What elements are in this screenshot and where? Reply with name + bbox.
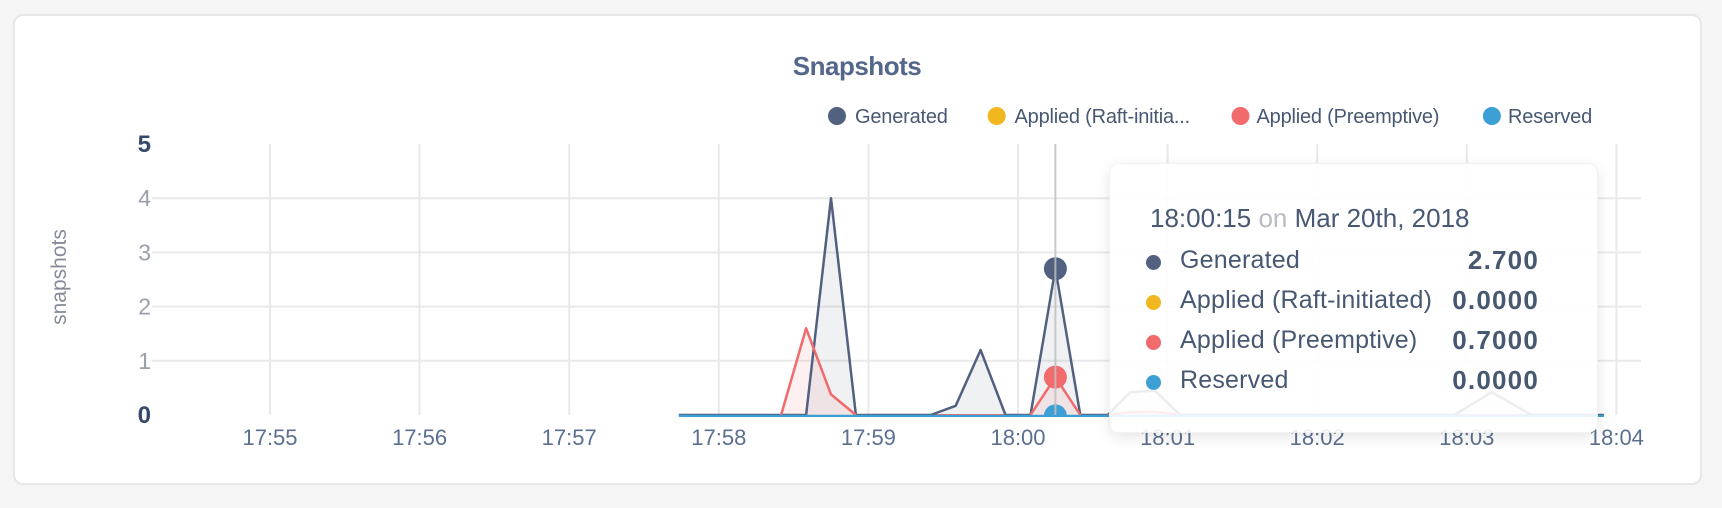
svg-text:Snapshots: Snapshots [793, 51, 921, 81]
svg-text:18:04: 18:04 [1589, 425, 1644, 450]
svg-text:17:55: 17:55 [242, 425, 297, 450]
svg-text:17:59: 17:59 [841, 425, 896, 450]
svg-text:1: 1 [138, 348, 151, 374]
svg-text:snapshots: snapshots [48, 229, 71, 325]
svg-text:3: 3 [138, 239, 151, 265]
svg-text:18:00: 18:00 [990, 425, 1045, 450]
svg-text:2: 2 [138, 294, 151, 320]
svg-text:Applied (Preemptive): Applied (Preemptive) [1257, 106, 1440, 128]
svg-text:0: 0 [138, 402, 151, 429]
svg-text:5: 5 [138, 131, 151, 158]
svg-text:17:56: 17:56 [392, 425, 447, 450]
svg-text:4: 4 [138, 185, 151, 211]
svg-text:Generated: Generated [855, 106, 948, 128]
svg-text:Applied (Raft-initia...: Applied (Raft-initia... [1015, 106, 1190, 128]
svg-text:Reserved: Reserved [1508, 106, 1592, 128]
svg-text:17:57: 17:57 [542, 425, 597, 450]
svg-text:17:58: 17:58 [691, 425, 746, 450]
